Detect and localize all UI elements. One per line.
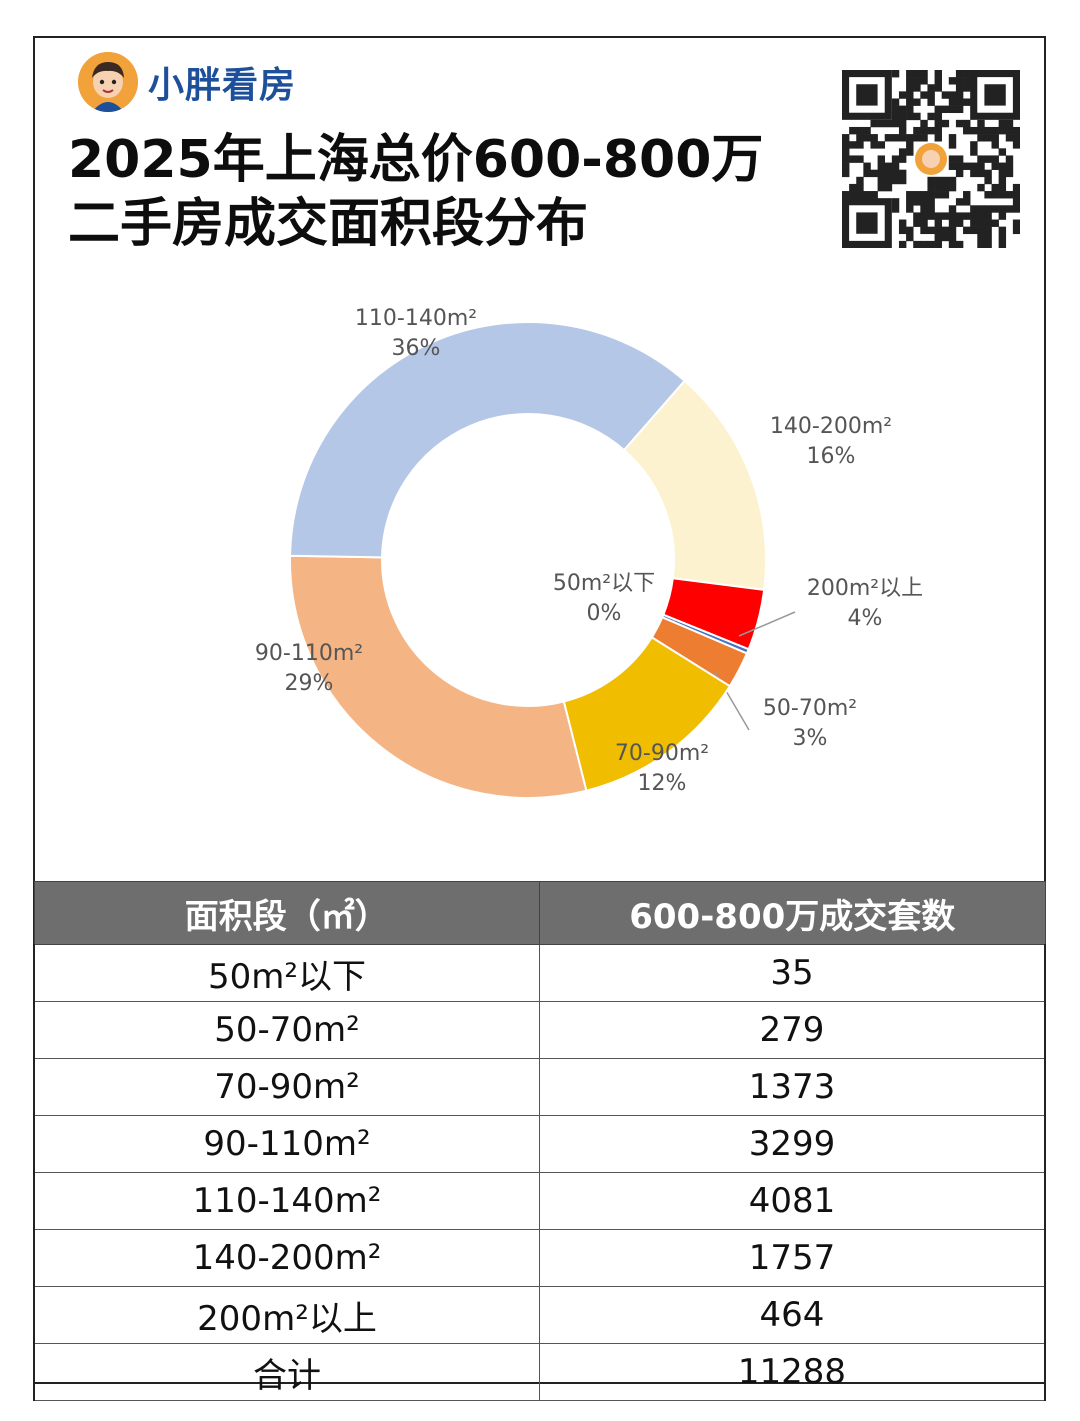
brand-header: 小胖看房 xyxy=(78,52,296,112)
table-row: 140-200m² 1757 xyxy=(33,1229,1046,1287)
table-cell-area: 200m²以上 xyxy=(33,1286,540,1344)
table-cell-count: 464 xyxy=(539,1286,1046,1344)
slice-percent-label: 0% xyxy=(587,601,622,626)
table-row-total: 合计 11288 xyxy=(33,1343,1046,1401)
slice-percent-label: 36% xyxy=(392,336,441,361)
table-row: 70-90m² 1373 xyxy=(33,1058,1046,1116)
table-cell-count: 279 xyxy=(539,1001,1046,1059)
table-cell-area: 合计 xyxy=(33,1343,540,1401)
table-cell-count: 3299 xyxy=(539,1115,1046,1173)
slice-percent-label: 3% xyxy=(793,726,828,751)
qr-code-icon[interactable] xyxy=(842,70,1020,248)
title-line-2: 二手房成交面积段分布 xyxy=(68,194,589,254)
slice-percent-label: 4% xyxy=(848,606,883,631)
table-cell-area: 50m²以下 xyxy=(33,944,540,1002)
table-row: 50-70m² 279 xyxy=(33,1001,1046,1059)
slice-label: 200m²以上 xyxy=(807,576,923,601)
table-row: 90-110m² 3299 xyxy=(33,1115,1046,1173)
table-cell-count: 1757 xyxy=(539,1229,1046,1287)
leader-line xyxy=(738,611,796,637)
slice-label: 90-110m² xyxy=(255,641,363,666)
table-header-row: 面积段（㎡） 600-800万成交套数 xyxy=(33,881,1046,945)
table-header-area: 面积段（㎡） xyxy=(33,881,540,945)
slice-percent-label: 29% xyxy=(285,671,334,696)
table-cell-count: 35 xyxy=(539,944,1046,1002)
title-line-1: 2025年上海总价600-800万 xyxy=(68,130,764,190)
table-row: 200m²以上 464 xyxy=(33,1286,1046,1344)
slice-label: 50m²以下 xyxy=(553,571,655,596)
donut-slice xyxy=(662,577,766,651)
table-row: 110-140m² 4081 xyxy=(33,1172,1046,1230)
table-header-count: 600-800万成交套数 xyxy=(539,881,1046,945)
table-cell-area: 50-70m² xyxy=(33,1001,540,1059)
slice-label: 50-70m² xyxy=(763,696,857,721)
slice-percent-label: 16% xyxy=(807,444,856,469)
slice-percent-label: 12% xyxy=(638,771,687,796)
table-cell-area: 140-200m² xyxy=(33,1229,540,1287)
cartoon-avatar-icon xyxy=(78,52,138,112)
slice-label: 70-90m² xyxy=(615,741,709,766)
table-cell-count: 11288 xyxy=(539,1343,1046,1401)
table-cell-area: 70-90m² xyxy=(33,1058,540,1116)
page-title: 2025年上海总价600-800万 二手房成交面积段分布 xyxy=(68,128,763,256)
table-cell-count: 4081 xyxy=(539,1172,1046,1230)
donut-slice xyxy=(289,554,588,799)
slice-label: 140-200m² xyxy=(770,414,892,439)
brand-name: 小胖看房 xyxy=(148,65,297,106)
donut-chart: 50m²以下 0% 50-70m² 3% 70-90m² 12% 90-110m² 29% 11… xyxy=(255,306,923,799)
table-cell-area: 110-140m² xyxy=(33,1172,540,1230)
table-cell-area: 90-110m² xyxy=(33,1115,540,1173)
table-row: 50m²以下 35 xyxy=(33,944,1046,1002)
donut-slice xyxy=(289,321,687,559)
slice-label: 110-140m² xyxy=(355,306,477,331)
data-table: 面积段（㎡） 600-800万成交套数 50m²以下 35 50-70m² 27… xyxy=(33,881,1046,1401)
table-cell-count: 1373 xyxy=(539,1058,1046,1116)
